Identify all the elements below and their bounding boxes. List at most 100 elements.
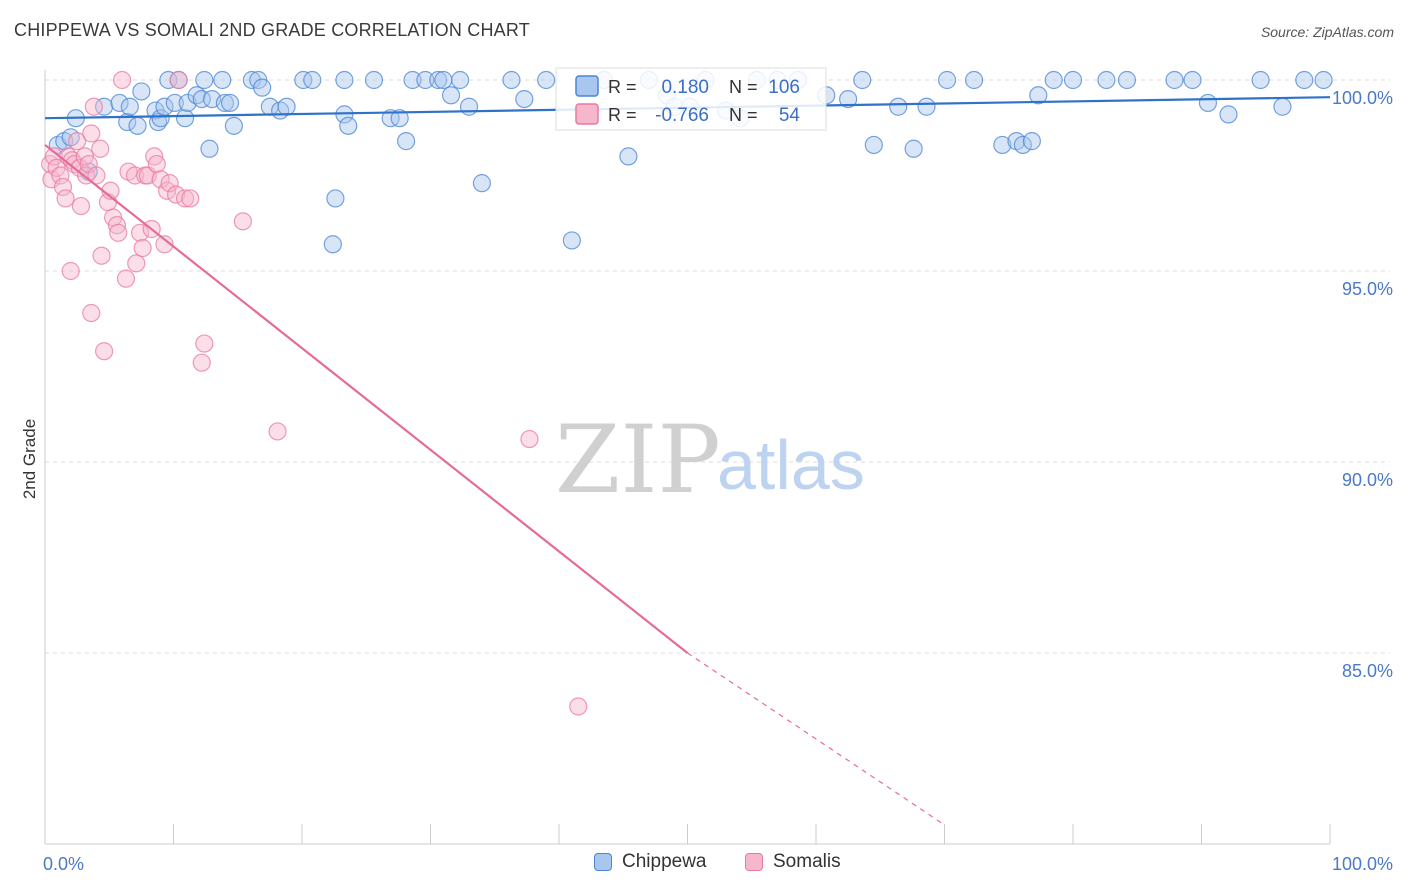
chippewa-point [1273, 97, 1292, 116]
stats-r-value-1: 0.180 [661, 77, 709, 98]
somalis-point [71, 196, 91, 216]
somalis-point [520, 429, 539, 449]
somalis-point [155, 235, 174, 254]
chippewa-point [917, 97, 936, 116]
watermark-zip: ZIP [555, 406, 721, 515]
somalis-point [56, 189, 75, 208]
chippewa-point [434, 70, 453, 90]
somalis-point [91, 139, 110, 158]
somalis-point [61, 261, 80, 281]
chippewa-point [429, 70, 448, 90]
chippewa-point [1013, 135, 1032, 155]
legend-label-somalis: Somalis [773, 851, 841, 872]
legend-label-chippewa: Chippewa [622, 851, 707, 872]
somalis-trend-line [44, 144, 689, 654]
chippewa-point [441, 86, 461, 105]
chippewa-point [1198, 93, 1218, 113]
chippewa-point [1219, 105, 1238, 124]
stats-r-label-1: R = [608, 77, 637, 97]
somalis-trend-extension [687, 652, 945, 826]
chippewa-point [1044, 70, 1063, 90]
somalis-point [84, 97, 103, 116]
somalis-point [569, 697, 588, 716]
somalis-point [133, 238, 152, 258]
somalis-point [92, 246, 111, 265]
somalis-point [233, 212, 252, 231]
chippewa-point [213, 70, 232, 90]
y-tick-label: 85.0% [1342, 661, 1393, 681]
somalis-point [125, 166, 145, 185]
chippewa-point [502, 70, 521, 90]
somalis-point [130, 223, 150, 242]
chippewa-point [853, 70, 872, 90]
somalis-point [51, 166, 70, 185]
chippewa-point [95, 97, 114, 116]
chippewa-point [165, 93, 184, 113]
chippewa-point [277, 97, 296, 116]
chippewa-point [1097, 70, 1116, 90]
y-tick-label: 95.0% [1342, 279, 1393, 299]
somalis-point [166, 185, 186, 204]
somalis-point [151, 170, 170, 189]
chippewa-point [1314, 70, 1333, 90]
legend-swatch-chippewa [594, 853, 612, 871]
y-tick-label: 100.0% [1332, 88, 1393, 108]
somalis-point [82, 124, 101, 143]
legend-swatch-somalis [745, 853, 763, 871]
legend-item-somalis[interactable]: Somalis [745, 851, 841, 873]
somalis-point [109, 223, 128, 242]
chippewa-point [175, 109, 195, 128]
somalis-point [181, 189, 200, 208]
stats-n-value-2: 54 [779, 105, 801, 126]
somalis-point [195, 334, 214, 353]
somalis-point [68, 132, 87, 151]
chippewa-point [1117, 70, 1137, 90]
chippewa-point [195, 70, 214, 90]
legend-item-chippewa[interactable]: Chippewa [594, 851, 707, 873]
chippewa-point [215, 93, 234, 113]
chippewa-point [390, 109, 409, 128]
chippewa-point [220, 93, 240, 113]
chippewa-point [303, 70, 322, 90]
watermark-atlas: atlas [717, 426, 865, 504]
chippewa-point [1251, 70, 1270, 90]
chippewa-point [192, 89, 211, 109]
series-legend: Chippewa Somalis [0, 851, 1406, 879]
chippewa-point [151, 109, 170, 128]
chippewa-point [132, 82, 151, 101]
chippewa-point [364, 70, 384, 90]
chippewa-point [889, 97, 908, 116]
chippewa-point [937, 70, 957, 90]
chippewa-point [242, 70, 261, 90]
chippewa-point [1063, 70, 1083, 90]
chippewa-point [416, 70, 435, 90]
chippewa-point [864, 135, 883, 155]
somalis-point [87, 166, 106, 185]
axes [44, 70, 1331, 845]
somalis-point [147, 154, 166, 174]
somalis-point [268, 422, 287, 441]
chart-title: CHIPPEWA VS SOMALI 2ND GRADE CORRELATION… [14, 20, 530, 40]
chippewa-point [200, 139, 219, 158]
stats-n-label-1: N = [729, 77, 758, 97]
stats-r-label-2: R = [608, 105, 637, 125]
chippewa-point [396, 132, 416, 151]
stats-swatch-blue [575, 75, 599, 97]
chippewa-point [253, 78, 272, 97]
chippewa-point [120, 97, 139, 116]
stats-legend: R = 0.180 N = 106 R = -0.766 N = 54 [555, 67, 827, 131]
somalis-point [95, 342, 114, 361]
stats-legend-box [555, 67, 827, 131]
somalis-point [169, 70, 188, 90]
somalis-point [175, 189, 195, 208]
y-tick-label: 90.0% [1342, 470, 1393, 490]
somalis-point [44, 147, 64, 166]
chippewa-point [1029, 86, 1048, 105]
chippewa-point [339, 116, 358, 135]
chippewa-point [159, 70, 178, 90]
stats-n-label-2: N = [729, 105, 758, 125]
chippewa-point [472, 174, 491, 193]
chippewa-point [224, 116, 243, 135]
chippewa-point [1183, 70, 1202, 90]
